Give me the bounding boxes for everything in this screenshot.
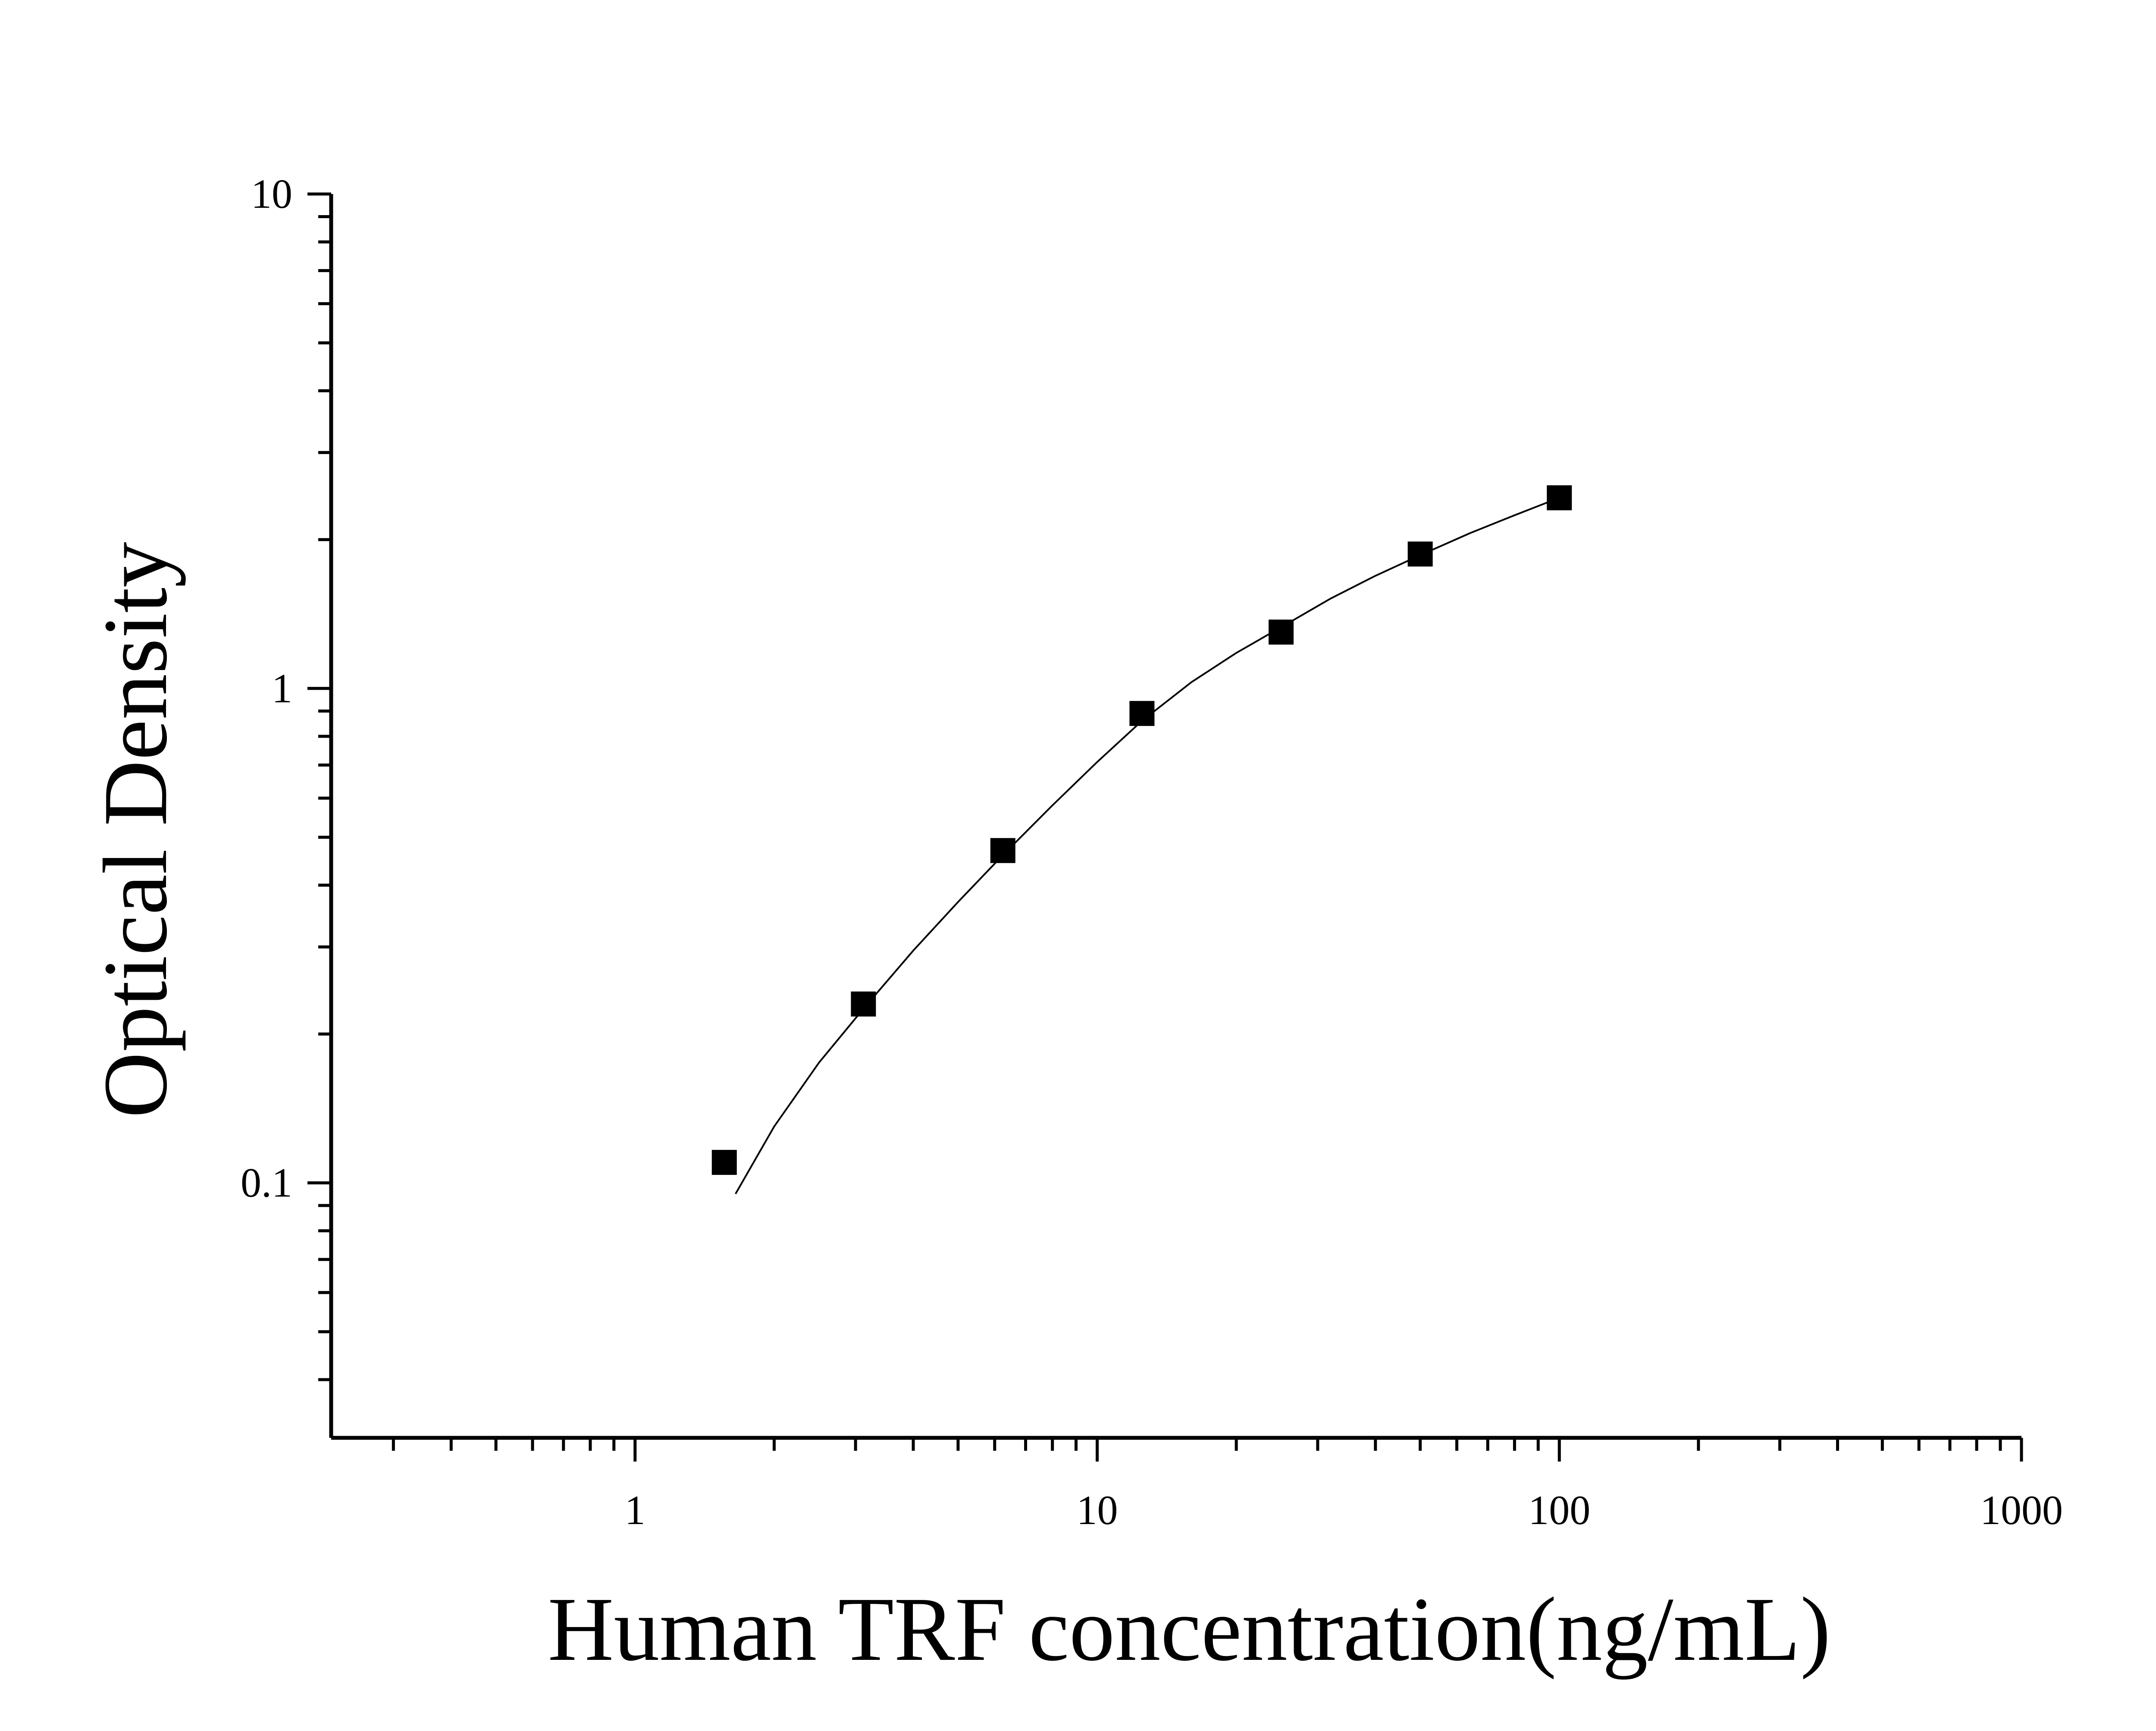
data-point <box>1547 485 1572 510</box>
x-tick-label: 1 <box>625 1487 646 1533</box>
x-tick-label: 100 <box>1528 1487 1590 1533</box>
data-points <box>711 485 1572 1175</box>
data-point <box>1129 701 1155 726</box>
ticks <box>307 192 2023 1462</box>
x-axis-title: Human TRF concentration(ng/mL) <box>548 1578 1830 1680</box>
data-point <box>851 991 876 1017</box>
y-axis-title: Optical Density <box>85 542 186 1118</box>
x-tick-label: 1000 <box>1980 1487 2063 1533</box>
y-tick-label: 0.1 <box>241 1160 292 1206</box>
fit-curve-layer <box>735 497 1560 1195</box>
y-tick-label: 1 <box>272 665 292 711</box>
x-tick-label: 10 <box>1077 1487 1118 1533</box>
data-point <box>711 1150 737 1175</box>
data-point <box>990 838 1015 863</box>
tick-labels: 1 10 100 1000 0.1 1 10 <box>241 171 2063 1533</box>
data-point <box>1407 542 1433 567</box>
data-point <box>1268 620 1294 645</box>
y-tick-label: 10 <box>251 171 292 217</box>
fit-curve <box>735 497 1560 1195</box>
axes <box>329 194 2021 1440</box>
